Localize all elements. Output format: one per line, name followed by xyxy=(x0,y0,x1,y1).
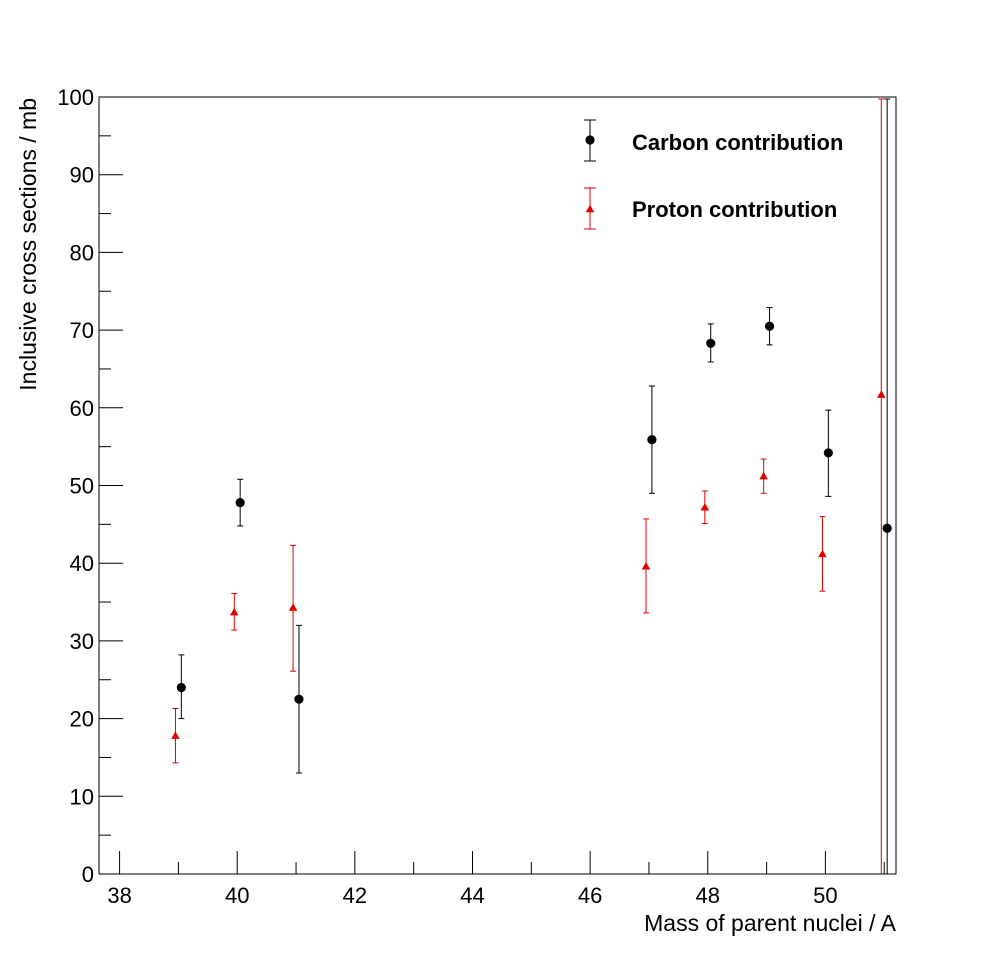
y-tick-label: 20 xyxy=(70,707,94,732)
data-point-proton xyxy=(818,549,827,558)
y-tick-label: 70 xyxy=(70,318,94,343)
y-tick-label: 0 xyxy=(82,862,94,887)
data-point-carbon xyxy=(764,321,775,331)
y-tick-label: 60 xyxy=(70,396,94,421)
x-tick-label: 50 xyxy=(813,883,837,908)
data-point-proton xyxy=(288,603,298,611)
data-points xyxy=(171,98,892,874)
legend-label-proton: Proton contribution xyxy=(632,197,837,222)
axis-ticks: 38 40 42 44 46 48 50 0 10 20 30 40 50 60 70 80 90 100 xyxy=(57,85,885,908)
legend-marker-proton xyxy=(585,204,595,213)
y-axis-label: Inclusive cross sections / mb xyxy=(15,98,41,391)
x-axis-label: Mass of parent nuclei / A xyxy=(644,910,897,936)
data-point-carbon xyxy=(647,435,657,445)
series-proton xyxy=(171,98,886,874)
data-point-proton xyxy=(759,471,768,480)
x-tick-label: 42 xyxy=(343,883,367,908)
y-tick-label: 50 xyxy=(70,474,94,499)
y-tick-label: 80 xyxy=(70,240,94,265)
x-tick-label: 40 xyxy=(225,883,249,908)
y-tick-label: 30 xyxy=(70,629,94,654)
data-point-proton xyxy=(171,731,180,739)
data-point-proton xyxy=(700,502,710,511)
data-point-carbon xyxy=(823,448,833,458)
x-tick-label: 48 xyxy=(696,883,720,908)
data-point-carbon xyxy=(294,694,304,704)
data-point-proton xyxy=(876,390,886,398)
legend-marker-carbon xyxy=(585,135,595,145)
legend: Carbon contribution Proton contribution xyxy=(584,119,843,230)
legend-markers xyxy=(584,119,596,230)
x-tick-label: 46 xyxy=(578,883,602,908)
data-point-carbon xyxy=(706,338,716,348)
y-tick-label: 90 xyxy=(70,163,94,188)
y-tick-label: 100 xyxy=(57,85,94,110)
data-point-carbon xyxy=(235,497,245,508)
y-tick-label: 40 xyxy=(70,551,94,576)
data-point-proton xyxy=(229,607,239,616)
x-tick-label: 44 xyxy=(460,883,484,908)
y-tick-label: 10 xyxy=(70,784,94,809)
x-tick-label: 38 xyxy=(107,883,131,908)
series-carbon xyxy=(176,98,892,874)
data-point-proton xyxy=(641,562,651,570)
data-point-carbon xyxy=(176,682,186,693)
data-point-carbon xyxy=(882,523,892,533)
legend-label-carbon: Carbon contribution xyxy=(632,130,843,155)
